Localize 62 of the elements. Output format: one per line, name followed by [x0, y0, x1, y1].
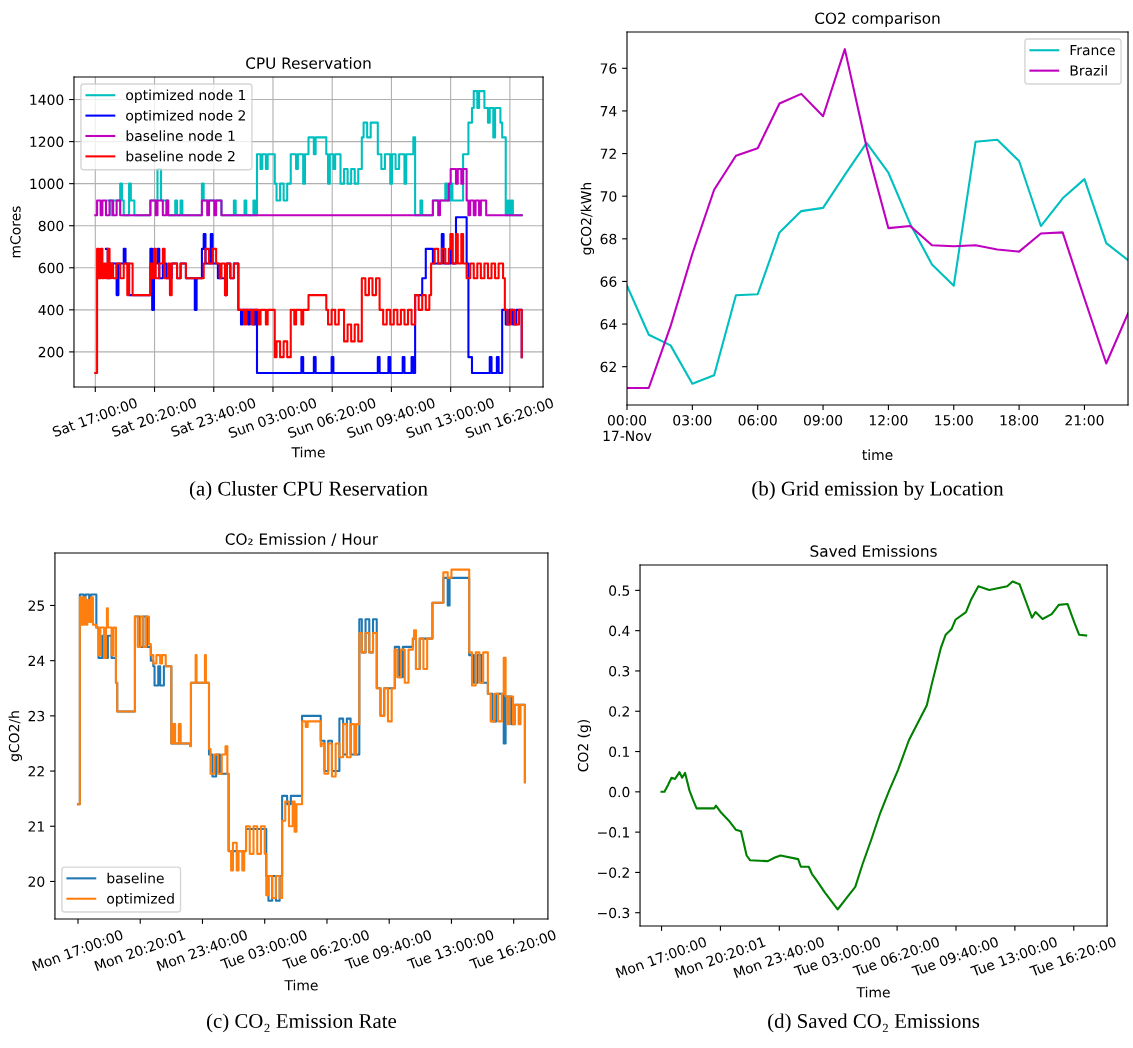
legend-label: optimized node 2 — [126, 109, 245, 124]
x-axis-title: Time — [284, 979, 318, 991]
y-tick-label: 76 — [600, 63, 617, 74]
y-tick-label: 0.5 — [609, 585, 630, 596]
y-tick-label: 25 — [28, 600, 45, 611]
y-tick-label: 68 — [600, 233, 617, 245]
y-tick-label: 400 — [38, 304, 64, 316]
y-tick-label: 62 — [600, 361, 616, 373]
y-axis-title: gCO2/kWh — [580, 182, 595, 255]
legend-label: optimized node 1 — [126, 89, 246, 103]
legend-label: optimized — [107, 893, 174, 907]
x-tick-label: 09:00 — [803, 415, 843, 426]
y-tick-label: 800 — [38, 220, 64, 232]
y-tick-label: 0.0 — [609, 786, 630, 798]
y-tick-label: 24 — [28, 655, 45, 666]
y-tick-label: 1200 — [30, 136, 64, 148]
y-tick-label: 22 — [28, 766, 44, 777]
x-tick-label: 06:00 — [738, 415, 777, 426]
x-axis-title: time — [862, 449, 893, 461]
y-tick-label: 23 — [28, 710, 45, 722]
y-tick-label: 70 — [600, 191, 617, 202]
y-tick-label: 64 — [600, 319, 617, 330]
y-axis-title: gCO2/h — [8, 711, 22, 762]
x-axis-title: Time — [291, 446, 325, 458]
legend-label: baseline node 2 — [126, 150, 235, 162]
y-tick-label: 74 — [600, 106, 617, 117]
x-tick-label: 00:00 17-Nov — [603, 415, 652, 442]
legend-label: baseline — [107, 872, 164, 884]
y-tick-label: 600 — [38, 262, 64, 274]
x-axis-title: Time — [856, 986, 890, 998]
legend-label: Brazil — [1070, 64, 1107, 76]
y-tick-label: 20 — [28, 876, 45, 887]
y-axis-title: CO2 (g) — [577, 719, 592, 772]
legend-label: baseline node 1 — [126, 130, 235, 142]
text: (b) Grid emission by Location — [752, 480, 1004, 500]
y-tick-label: 0.4 — [609, 625, 630, 637]
chart-title: CO2 comparison — [815, 12, 940, 27]
chart-title: CO₂ Emission / Hour — [225, 533, 379, 547]
y-tick-label: 72 — [600, 148, 616, 159]
y-tick-label: −0.2 — [598, 867, 629, 878]
y-tick-label: 21 — [28, 821, 44, 832]
x-tick-label: 03:00 — [673, 415, 712, 426]
chart-title: Saved Emissions — [810, 545, 937, 557]
text: (c) CO₂ Emission Rate — [207, 1013, 397, 1033]
y-tick-label: 200 — [38, 346, 64, 358]
y-tick-label: 1000 — [30, 178, 64, 190]
y-tick-label: 0.1 — [609, 746, 630, 758]
x-tick-label: 15:00 — [935, 415, 973, 426]
y-tick-label: 66 — [600, 276, 617, 287]
x-tick-label: 18:00 — [1000, 415, 1039, 426]
y-tick-label: 0.2 — [609, 706, 629, 717]
legend-label: France — [1070, 45, 1115, 56]
chart-title: CPU Reservation — [246, 57, 371, 69]
y-tick-label: 1400 — [30, 94, 64, 106]
text: (a) Cluster CPU Reservation — [189, 481, 428, 500]
x-tick-label: 21:00 — [1065, 415, 1104, 426]
text: (d) Saved CO₂ Emissions — [768, 1013, 980, 1033]
y-tick-label: −0.1 — [598, 827, 630, 838]
y-tick-label: 0.3 — [609, 665, 630, 677]
x-tick-label: 12:00 — [869, 415, 908, 426]
y-tick-label: −0.3 — [598, 907, 630, 919]
y-axis-title: mCores — [10, 206, 21, 258]
